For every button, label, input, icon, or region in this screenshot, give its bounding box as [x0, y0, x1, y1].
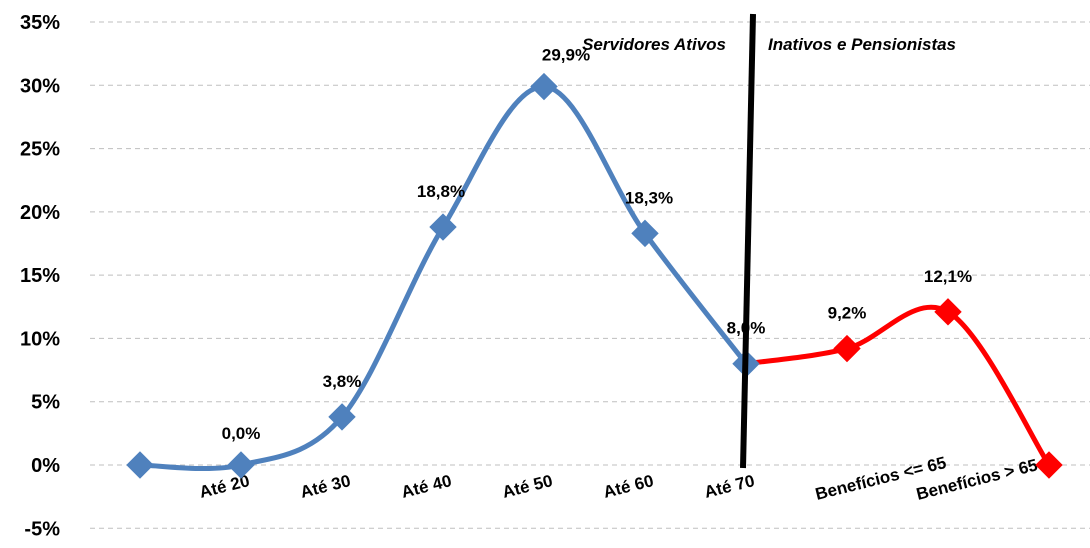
x-tick-label: Até 70	[702, 471, 756, 502]
data-label: 9,2%	[828, 304, 867, 323]
data-point-marker	[934, 298, 962, 326]
divider-line	[740, 13, 756, 469]
gridlines	[90, 21, 1090, 529]
data-label: 8,0%	[727, 319, 766, 338]
data-point-marker	[227, 451, 255, 479]
x-tick-label: Até 50	[500, 471, 554, 502]
data-point-marker	[429, 213, 457, 241]
annotation-inativos-pensionistas: Inativos e Pensionistas	[768, 35, 956, 54]
data-point-marker	[631, 219, 659, 248]
x-tick-label: Até 40	[399, 471, 453, 502]
y-tick-label: 25%	[20, 139, 60, 161]
data-point-marker	[833, 334, 861, 363]
data-labels: 9,2% 12,1% 0,0% 3,8% 18,8% 29,9% 18,3% 8,0%	[222, 46, 972, 443]
data-label: 0,0%	[222, 424, 261, 443]
data-point-marker	[126, 451, 154, 479]
data-point-marker	[1035, 451, 1063, 479]
y-axis-ticks: -5% 0% 5% 10% 15% 20% 25% 30% 35%	[20, 12, 60, 540]
y-tick-label: 5%	[31, 392, 60, 414]
y-tick-label: 20%	[20, 202, 60, 224]
data-label: 18,3%	[625, 188, 673, 207]
data-point-marker	[530, 72, 558, 101]
y-tick-label: 0%	[31, 455, 60, 477]
data-label: 12,1%	[924, 267, 972, 286]
y-tick-label: 10%	[20, 328, 60, 350]
series	[126, 72, 1063, 479]
x-tick-label: Até 60	[601, 471, 655, 502]
series-line	[137, 84, 749, 472]
y-tick-label: -5%	[24, 518, 60, 540]
data-label: 18,8%	[417, 182, 465, 201]
y-tick-label: 35%	[20, 12, 60, 34]
data-label: 29,9%	[542, 46, 590, 65]
y-tick-label: 30%	[20, 75, 60, 97]
x-tick-label: Até 30	[298, 471, 352, 502]
series-line	[743, 304, 1052, 468]
x-axis-ticks: Até 20 Até 30 Até 40 Até 50 Até 60 Até 70 Bene…	[197, 453, 1039, 504]
annotation-servidores-ativos: Servidores Ativos	[582, 35, 726, 54]
data-label: 3,8%	[323, 372, 362, 391]
y-tick-label: 15%	[20, 265, 60, 287]
data-point-marker	[328, 403, 356, 431]
